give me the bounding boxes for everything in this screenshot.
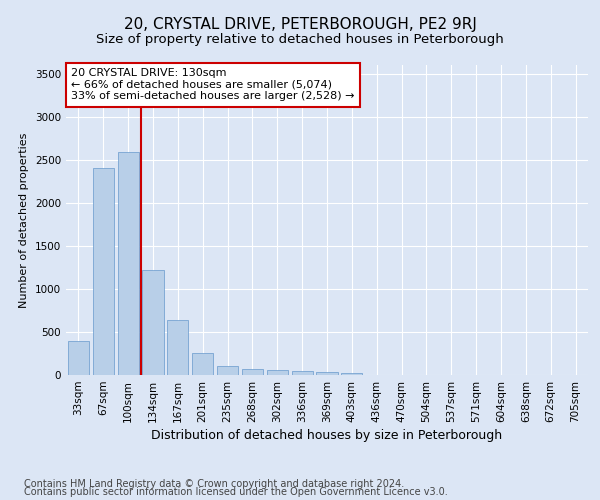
Bar bbox=[341, 374, 362, 375]
Bar bbox=[167, 320, 188, 375]
Bar bbox=[93, 168, 114, 375]
Y-axis label: Number of detached properties: Number of detached properties bbox=[19, 132, 29, 308]
Bar bbox=[118, 152, 139, 375]
X-axis label: Distribution of detached houses by size in Peterborough: Distribution of detached houses by size … bbox=[151, 429, 503, 442]
Text: 20, CRYSTAL DRIVE, PETERBOROUGH, PE2 9RJ: 20, CRYSTAL DRIVE, PETERBOROUGH, PE2 9RJ bbox=[124, 18, 476, 32]
Text: Contains HM Land Registry data © Crown copyright and database right 2024.: Contains HM Land Registry data © Crown c… bbox=[24, 479, 404, 489]
Bar bbox=[192, 354, 213, 375]
Bar bbox=[68, 342, 89, 375]
Text: 20 CRYSTAL DRIVE: 130sqm
← 66% of detached houses are smaller (5,074)
33% of sem: 20 CRYSTAL DRIVE: 130sqm ← 66% of detach… bbox=[71, 68, 355, 102]
Bar bbox=[242, 370, 263, 375]
Bar bbox=[267, 370, 288, 375]
Bar bbox=[217, 366, 238, 375]
Text: Size of property relative to detached houses in Peterborough: Size of property relative to detached ho… bbox=[96, 32, 504, 46]
Text: Contains public sector information licensed under the Open Government Licence v3: Contains public sector information licen… bbox=[24, 487, 448, 497]
Bar bbox=[292, 370, 313, 375]
Bar bbox=[142, 270, 164, 375]
Bar bbox=[316, 372, 338, 375]
